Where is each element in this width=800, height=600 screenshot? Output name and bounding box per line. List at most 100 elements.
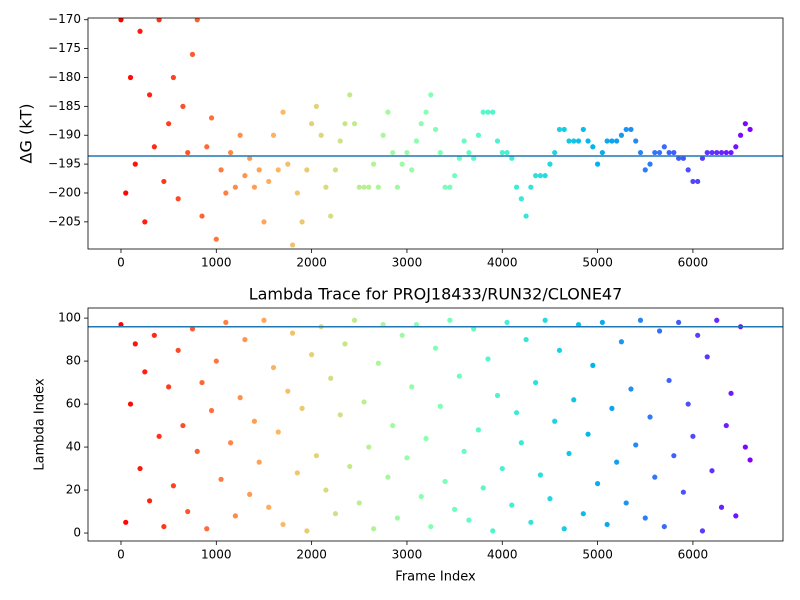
- point: [232, 513, 238, 519]
- point: [447, 184, 453, 190]
- x-tick-label: 6000: [678, 256, 709, 270]
- point: [547, 496, 553, 502]
- point: [737, 132, 744, 138]
- point: [513, 410, 520, 416]
- point: [399, 161, 405, 167]
- point: [566, 450, 572, 457]
- point: [294, 470, 300, 476]
- point: [695, 332, 701, 338]
- y-tick-label: −175: [48, 41, 81, 55]
- point: [304, 528, 310, 534]
- point: [385, 109, 391, 115]
- point: [556, 126, 563, 133]
- point: [623, 500, 629, 506]
- point: [437, 149, 443, 156]
- point: [471, 155, 477, 161]
- point: [537, 173, 544, 179]
- y-tick-label: −190: [48, 128, 81, 142]
- point: [170, 74, 177, 81]
- y-axis-label: Lambda Index: [33, 378, 48, 471]
- point: [552, 418, 558, 424]
- point: [695, 178, 701, 185]
- point: [275, 429, 281, 435]
- point: [132, 161, 138, 167]
- point: [528, 184, 534, 190]
- point: [580, 511, 586, 517]
- point: [633, 138, 639, 144]
- point: [237, 395, 243, 401]
- point: [213, 236, 219, 242]
- point: [452, 506, 458, 513]
- point: [151, 332, 157, 338]
- point: [537, 472, 544, 478]
- point: [380, 132, 386, 138]
- point: [518, 196, 524, 202]
- point: [661, 144, 667, 150]
- point: [594, 481, 601, 487]
- point: [494, 138, 501, 144]
- x-tick-label: 0: [117, 256, 125, 270]
- point: [504, 319, 510, 326]
- point: [218, 167, 224, 173]
- point: [428, 92, 434, 98]
- point: [328, 375, 334, 381]
- point: [270, 364, 277, 371]
- point: [647, 414, 653, 420]
- point: [127, 401, 134, 407]
- point: [309, 352, 315, 358]
- point: [423, 109, 429, 115]
- point: [204, 144, 210, 150]
- point: [642, 515, 648, 521]
- point: [151, 144, 157, 150]
- point: [590, 144, 596, 150]
- point: [399, 332, 405, 338]
- point: [709, 468, 715, 474]
- point: [347, 463, 353, 470]
- point: [680, 489, 686, 495]
- point: [480, 485, 486, 491]
- point: [728, 149, 734, 156]
- point: [280, 521, 286, 528]
- point: [142, 369, 148, 375]
- point: [218, 476, 224, 482]
- point: [185, 508, 191, 515]
- point: [575, 321, 582, 328]
- point: [718, 149, 725, 156]
- point: [728, 390, 734, 396]
- point: [742, 121, 748, 127]
- point: [375, 360, 381, 366]
- point: [509, 155, 515, 161]
- point: [356, 184, 362, 190]
- point: [247, 155, 253, 161]
- point: [385, 474, 391, 480]
- point: [456, 373, 462, 379]
- point: [404, 455, 410, 461]
- point: [585, 431, 591, 437]
- point: [213, 358, 219, 364]
- x-axis-label: Frame Index: [395, 570, 476, 585]
- point: [461, 138, 467, 144]
- x-tick-label: 2000: [296, 548, 327, 562]
- x-tick-label: 5000: [582, 548, 613, 562]
- point: [394, 184, 401, 190]
- point: [242, 173, 248, 179]
- point: [490, 109, 496, 115]
- point: [513, 184, 520, 190]
- point: [409, 384, 415, 390]
- point: [256, 167, 262, 173]
- point: [480, 109, 486, 115]
- point: [561, 526, 567, 532]
- point: [690, 178, 696, 185]
- point: [471, 326, 477, 332]
- point: [699, 528, 706, 534]
- point: [194, 18, 200, 23]
- point: [394, 515, 401, 521]
- point: [671, 149, 677, 156]
- point: [132, 341, 138, 347]
- point: [123, 519, 129, 525]
- x-tick-label: 0: [117, 548, 125, 562]
- point: [718, 504, 725, 510]
- point: [180, 422, 186, 429]
- point: [485, 109, 491, 115]
- y-tick-label: 20: [66, 483, 81, 497]
